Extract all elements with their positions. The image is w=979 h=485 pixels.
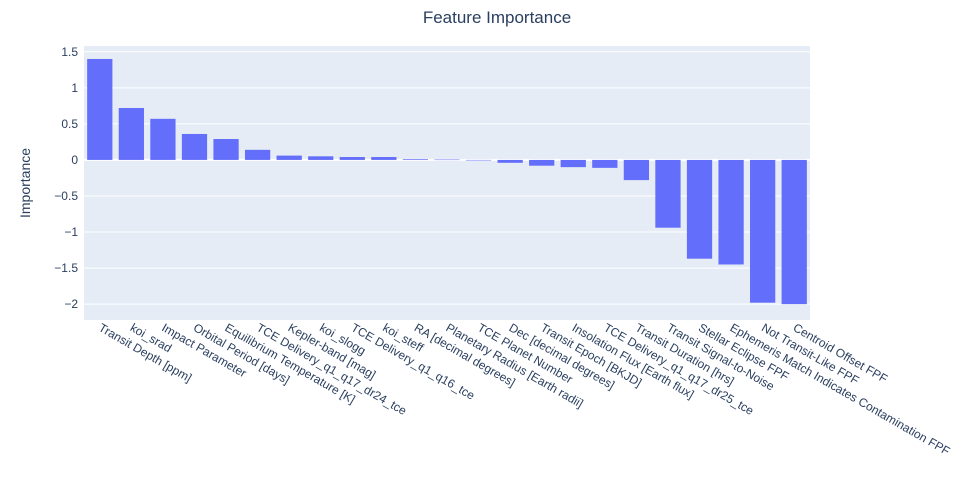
y-axis-title: Importance <box>17 148 33 218</box>
bar[interactable] <box>87 58 113 160</box>
bar[interactable] <box>276 155 302 160</box>
y-tick-label: −1 <box>64 225 78 239</box>
y-axis-ticks: 1.5 1 0.5 0 −0.5 −1 −1.5 −2 <box>54 45 78 311</box>
bars <box>87 58 807 305</box>
bar[interactable] <box>181 133 208 160</box>
bar[interactable] <box>718 159 744 265</box>
bar[interactable] <box>118 108 144 160</box>
y-tick-label: 1.5 <box>61 45 78 59</box>
bar[interactable] <box>623 159 650 181</box>
bar[interactable] <box>497 159 523 163</box>
bar[interactable] <box>529 159 555 166</box>
y-tick-label: 0 <box>71 153 78 167</box>
bar[interactable] <box>750 159 776 303</box>
y-tick-label: 1 <box>71 81 78 95</box>
bar[interactable] <box>339 157 365 160</box>
y-tick-label: −1.5 <box>54 261 78 275</box>
y-tick-label: −0.5 <box>54 189 78 203</box>
bar[interactable] <box>434 159 460 161</box>
y-tick-label: −2 <box>64 297 78 311</box>
bar[interactable] <box>781 159 807 305</box>
bar[interactable] <box>592 159 618 168</box>
bar[interactable] <box>213 139 239 160</box>
y-tick-label: 0.5 <box>61 117 78 131</box>
bar[interactable] <box>371 157 397 160</box>
bar[interactable] <box>686 159 713 259</box>
chart-title: Feature Importance <box>423 8 571 27</box>
bar[interactable] <box>308 156 334 160</box>
bar[interactable] <box>150 118 176 160</box>
bar[interactable] <box>560 159 586 168</box>
bar[interactable] <box>465 159 492 161</box>
bar[interactable] <box>402 159 429 160</box>
bar[interactable] <box>655 159 681 228</box>
bar[interactable] <box>244 149 271 160</box>
